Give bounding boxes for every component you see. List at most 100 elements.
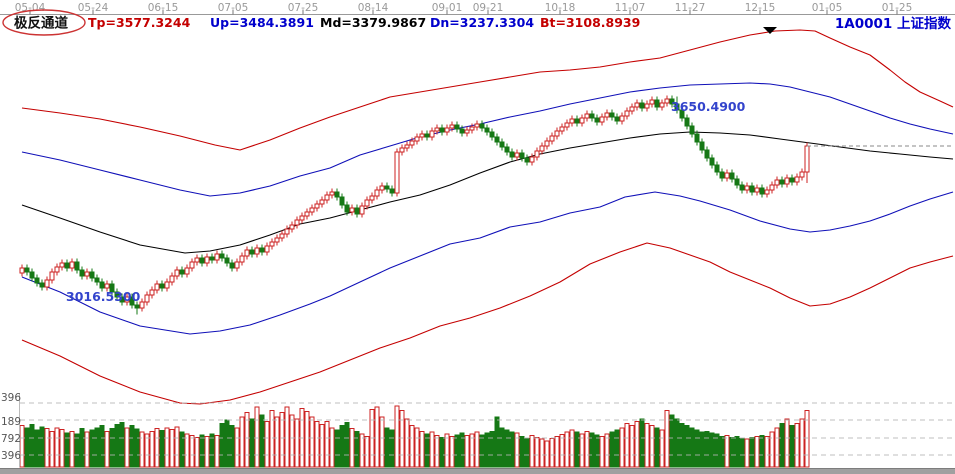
candlestick [79,269,85,277]
volume-bar [89,429,95,468]
candlestick [344,204,350,213]
volume-bar [729,436,735,468]
candlestick [719,171,725,179]
candlestick [224,257,230,264]
volume-bar [759,435,765,468]
candlestick [119,296,125,303]
volume-bar [59,429,65,468]
channel-line-md [21,131,954,254]
candlestick [609,112,615,118]
volume-bar [384,427,390,468]
candlestick [789,177,795,183]
volume-bar [229,425,235,468]
volume-bar [519,436,525,468]
candlestick [674,103,680,111]
candlestick [319,199,325,205]
candlestick [559,126,565,132]
candlestick [389,188,395,194]
date-label: 09-01 [432,2,463,14]
volume-bar [259,414,265,468]
candlestick [384,185,390,190]
volume-bar [734,436,740,468]
candlestick [619,115,625,122]
candlestick [354,207,360,215]
candlestick [459,128,465,134]
volume-bar [654,427,660,468]
candlestick [429,130,435,138]
candlestick [309,207,315,213]
candlestick-series [19,95,810,315]
candlestick [494,136,500,143]
volume-bar [469,433,475,468]
candlestick [249,249,255,255]
volume-bar [169,429,175,468]
candlestick [669,98,675,105]
candlestick [264,245,270,253]
volume-bar [189,435,195,468]
volume-bar [619,427,625,468]
bottom-scroll-strip[interactable] [0,468,955,474]
candlestick [284,228,290,235]
volume-bar [609,431,615,468]
volume-bar [24,427,30,468]
indicator-value-dn: Dn=3237.3304 [430,15,534,30]
volume-bar [364,436,370,468]
candlestick [239,255,245,263]
candlestick [744,185,750,191]
candlestick [39,282,45,288]
candlestick [594,117,600,123]
candlestick [89,271,95,279]
volume-bar [739,437,745,468]
volume-bar [589,432,595,468]
volume-bar [699,431,705,468]
volume-bar [394,405,400,468]
candlestick [519,152,525,159]
candlestick [59,262,65,268]
candlestick [109,283,115,293]
volume-bar [99,425,105,468]
candlestick [84,271,90,277]
volume-bar [484,432,490,468]
volume-bar [274,416,280,468]
volume-bar [209,433,215,468]
candlestick [714,164,720,173]
volume-bar [159,430,165,468]
volume-bar [354,430,360,468]
volume-bar [499,427,505,468]
candlestick [74,261,80,271]
volume-bar [524,437,530,468]
volume-bar [529,435,535,468]
volume-bar [84,431,90,468]
candlestick [244,249,250,257]
candlestick [184,267,190,275]
candlestick [784,177,790,185]
volume-bar [539,438,545,468]
volume-bar [549,438,555,468]
volume-bar [749,436,755,468]
volume-bar [349,428,355,468]
candlestick [764,189,770,195]
volume-bar [359,433,365,468]
volume-bar [439,436,445,468]
volume-bar [184,433,190,468]
volume-bar [424,433,430,468]
volume-bar [334,429,340,468]
volume-bar [324,420,330,468]
volume-bar [614,429,620,468]
candlestick [569,118,575,124]
volume-bar [329,427,335,468]
volume-bar [154,428,160,468]
channel-line-tp [21,29,954,151]
indicator-value-tp: Tp=3577.3244 [88,15,191,30]
candlestick [479,123,485,129]
candlestick [359,205,365,215]
volume-bar [794,423,800,468]
candlestick [179,269,185,275]
chart-extras: 396 189 792 396 [1,145,953,467]
volume-bar [639,418,645,468]
candlestick [219,253,225,259]
price-annotation-high: 3650.4900 [671,99,746,114]
volume-bar [494,416,500,468]
